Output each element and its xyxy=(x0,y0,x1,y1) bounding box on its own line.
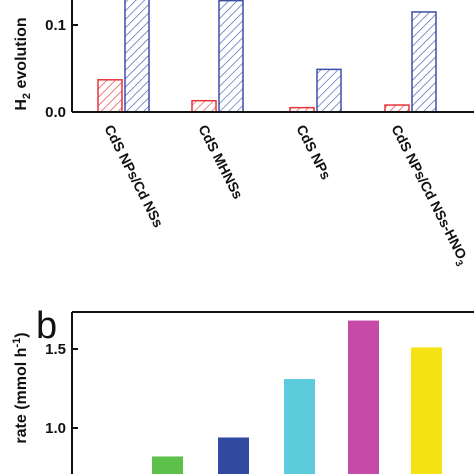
panel-b-y-axis-title: rate (mmol h-1) xyxy=(11,332,30,443)
bar-series-1-1 xyxy=(191,99,217,113)
y-tick-label: 0.1 xyxy=(45,17,66,34)
bar-series-2-1 xyxy=(218,0,244,113)
panel-b-bars xyxy=(152,320,442,474)
panel-a-y-axis-title: H2 evolution xyxy=(13,17,33,110)
bar-3 xyxy=(348,320,379,474)
y-tick-label: 0.0 xyxy=(45,104,66,121)
y-title-rest: ) xyxy=(13,332,30,337)
panel-a-category-labels: CdS NPs/Cd NSs CdS MHNSs CdS NPs CdS NPs/Cd… xyxy=(101,122,473,269)
bar-1 xyxy=(218,437,249,474)
bar-0 xyxy=(152,456,183,474)
panel-a: 0.0 0.1 H2 evolution CdS NPs/Cd NSs CdS MH… xyxy=(13,0,474,269)
category-label-main: CdS MHNSs xyxy=(195,122,246,202)
category-label-main: CdS NPs/Cd NSs-HNO xyxy=(388,122,470,262)
bar-series-2-2 xyxy=(316,68,342,113)
y-title-subscript: 2 xyxy=(21,93,33,99)
bar-series-2-3 xyxy=(411,11,437,113)
y-tick-label: 1.5 xyxy=(45,341,66,358)
bar-2 xyxy=(284,379,315,474)
bar-series-1-3 xyxy=(384,104,410,113)
category-label-subscript: 3 xyxy=(452,259,465,269)
panel-b: b 1.0 1.5 rate (mmol h-1) xyxy=(11,305,474,474)
y-title-main: H xyxy=(13,99,30,111)
y-title-superscript: -1 xyxy=(11,338,23,348)
category-label: CdS NPs xyxy=(293,122,334,182)
category-label-main: CdS NPs xyxy=(293,122,334,182)
category-label: CdS NPs/Cd NSs xyxy=(101,122,167,230)
category-label: CdS NPs/Cd NSs-HNO3 xyxy=(385,122,473,269)
bar-series-1-0 xyxy=(97,79,123,113)
panel-b-letter: b xyxy=(36,305,57,347)
panel-a-y-ticks: 0.0 0.1 xyxy=(45,17,78,121)
y-title-rest: evolution xyxy=(13,17,30,93)
category-label-main: CdS NPs/Cd NSs xyxy=(101,122,167,230)
category-label: CdS MHNSs xyxy=(195,122,246,202)
panel-a-bars xyxy=(97,0,437,113)
y-tick-label: 1.0 xyxy=(45,420,66,437)
panel-b-y-ticks: 1.0 1.5 xyxy=(45,341,78,437)
y-title-main: rate (mmol h xyxy=(13,348,30,444)
bar-series-2-0 xyxy=(124,0,150,113)
bar-4 xyxy=(411,347,442,474)
